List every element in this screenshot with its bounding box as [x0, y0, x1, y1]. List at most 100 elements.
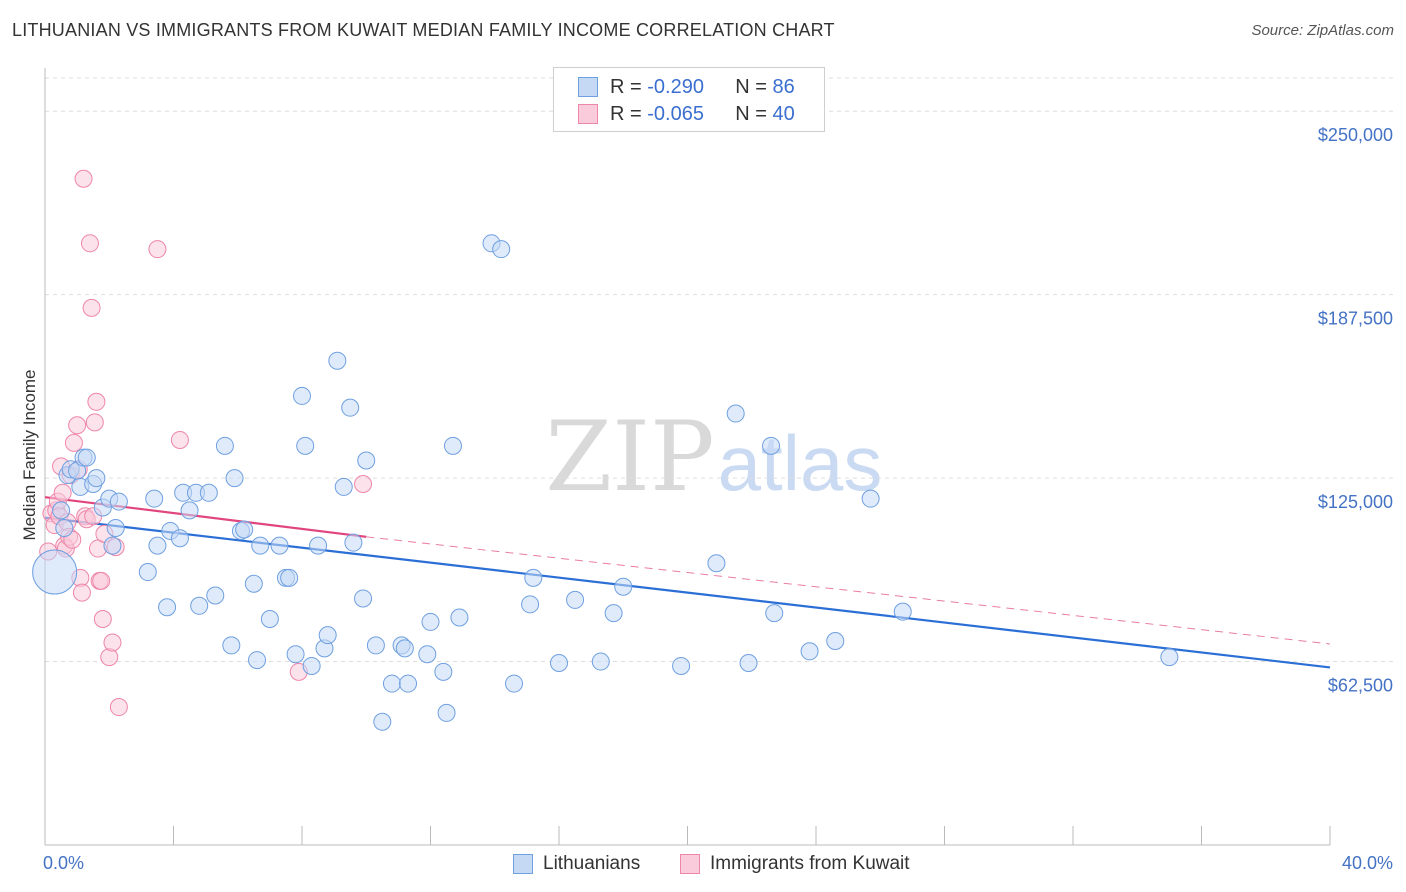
- legend-swatch-blue: [578, 77, 598, 97]
- data-point-lithuanian: [591, 652, 610, 671]
- data-point-lithuanian: [366, 636, 385, 655]
- data-point-lithuanian: [344, 533, 363, 552]
- legend-n-value: 40: [772, 102, 795, 125]
- bottom-legend-kuwait: Immigrants from Kuwait: [680, 852, 910, 876]
- data-point-lithuanian: [762, 436, 781, 455]
- data-point-kuwait: [85, 413, 104, 432]
- data-point-kuwait: [354, 474, 373, 493]
- x-tick-label-min: 0.0%: [43, 853, 84, 873]
- data-point-lithuanian: [421, 612, 440, 631]
- chart-title: LITHUANIAN VS IMMIGRANTS FROM KUWAIT MED…: [12, 20, 835, 40]
- data-point-lithuanian: [280, 568, 299, 587]
- watermark: ZIP atlas: [545, 401, 882, 513]
- data-point-lithuanian: [341, 398, 360, 417]
- tick-labels: $62,500 $125,000 $187,500 $250,000 0.0% 40.0%: [43, 125, 1393, 873]
- data-point-lithuanian: [158, 598, 177, 617]
- data-point-kuwait: [103, 633, 122, 652]
- bottom-legend-label: Immigrants from Kuwait: [710, 853, 910, 874]
- data-point-kuwait: [68, 416, 87, 435]
- data-point-lithuanian: [373, 712, 392, 731]
- data-point-lithuanian: [1160, 648, 1179, 667]
- data-point-lithuanian: [235, 520, 254, 539]
- data-point-kuwait: [80, 234, 99, 253]
- data-point-lithuanian: [87, 469, 106, 488]
- data-point-lithuanian: [103, 536, 122, 555]
- data-point-lithuanian: [434, 662, 453, 681]
- data-point-lithuanian: [318, 626, 337, 645]
- data-point-lithuanian: [726, 404, 745, 423]
- bottom-legend-lithuanians: Lithuanians: [513, 852, 640, 876]
- data-point-lithuanian: [244, 574, 263, 593]
- data-point-kuwait: [74, 169, 93, 188]
- y-axis-title: Median Family Income: [20, 369, 39, 540]
- data-point-lithuanian: [505, 674, 524, 693]
- data-point-lithuanian: [148, 536, 167, 555]
- bottom-legend-swatch-pink: [680, 854, 700, 874]
- axes: [44, 68, 1331, 846]
- data-point-lithuanian: [566, 590, 585, 609]
- data-point-kuwait: [72, 583, 91, 602]
- data-point-lithuanian: [302, 656, 321, 675]
- data-point-lithuanian: [604, 604, 623, 623]
- legend-row-kuwait: R = -0.065 N = 40: [578, 102, 795, 126]
- data-point-lithuanian: [215, 436, 234, 455]
- bottom-legend-swatch-blue: [513, 854, 533, 874]
- data-point-lithuanian: [550, 654, 568, 673]
- data-point-kuwait: [87, 392, 106, 411]
- data-point-kuwait: [93, 609, 112, 628]
- data-point-lithuanian: [145, 489, 164, 508]
- data-point-kuwait: [109, 698, 128, 717]
- data-point-lithuanian: [357, 451, 376, 470]
- data-point-lithuanian: [109, 492, 128, 511]
- data-point-lithuanian: [861, 489, 880, 508]
- legend-r-label: R =: [610, 102, 648, 125]
- legend-r-value: -0.290: [647, 75, 704, 98]
- data-point-lithuanian: [180, 501, 199, 520]
- data-point-kuwait: [148, 240, 167, 259]
- data-point-lithuanian: [893, 602, 912, 621]
- legend-n-value: 86: [772, 75, 795, 98]
- data-point-lithuanian: [55, 519, 74, 538]
- data-point-lithuanian: [437, 703, 456, 722]
- data-point-lithuanian: [296, 436, 315, 455]
- data-point-lithuanian: [765, 604, 784, 623]
- data-point-lithuanian: [614, 577, 633, 596]
- legend-n-label: N =: [735, 102, 773, 125]
- legend-row-lithuanians: R = -0.290 N = 86: [578, 75, 795, 99]
- data-point-lithuanian: [170, 529, 189, 548]
- data-point-lithuanian: [492, 240, 511, 259]
- data-point-lithuanian: [106, 519, 125, 538]
- data-point-lithuanian: [443, 436, 462, 455]
- data-point-lithuanian: [32, 549, 78, 595]
- data-point-lithuanian: [248, 651, 267, 670]
- gridlines: [45, 77, 1395, 663]
- data-point-lithuanian: [382, 674, 401, 693]
- watermark-zip: ZIP: [545, 401, 714, 513]
- data-point-lithuanian: [521, 595, 540, 614]
- data-point-lithuanian: [251, 536, 270, 555]
- legend-r-value: -0.065: [647, 102, 704, 125]
- bottom-legend-label: Lithuanians: [543, 853, 641, 874]
- data-point-kuwait: [170, 430, 189, 449]
- data-point-lithuanian: [328, 351, 347, 370]
- data-point-lithuanian: [225, 469, 244, 488]
- data-point-lithuanian: [418, 645, 437, 664]
- data-point-lithuanian: [199, 483, 218, 502]
- series-lithuanians: [32, 234, 1179, 731]
- data-point-lithuanian: [739, 654, 758, 673]
- y-tick-label: $125,000: [1318, 492, 1393, 512]
- data-point-kuwait: [92, 571, 111, 590]
- trend-line-kuwait-extension: [366, 536, 1331, 645]
- watermark-atlas: atlas: [718, 419, 883, 507]
- y-tick-label: $187,500: [1318, 309, 1393, 329]
- data-point-lithuanian: [190, 596, 209, 615]
- data-point-lithuanian: [672, 656, 691, 675]
- data-point-lithuanian: [260, 609, 279, 628]
- data-point-lithuanian: [395, 639, 414, 658]
- legend: R = -0.290 N = 86 R = -0.065 N = 40: [553, 67, 825, 132]
- data-point-lithuanian: [309, 536, 328, 555]
- legend-r-label: R =: [610, 75, 648, 98]
- legend-n-label: N =: [735, 75, 773, 98]
- y-tick-label: $62,500: [1328, 676, 1393, 696]
